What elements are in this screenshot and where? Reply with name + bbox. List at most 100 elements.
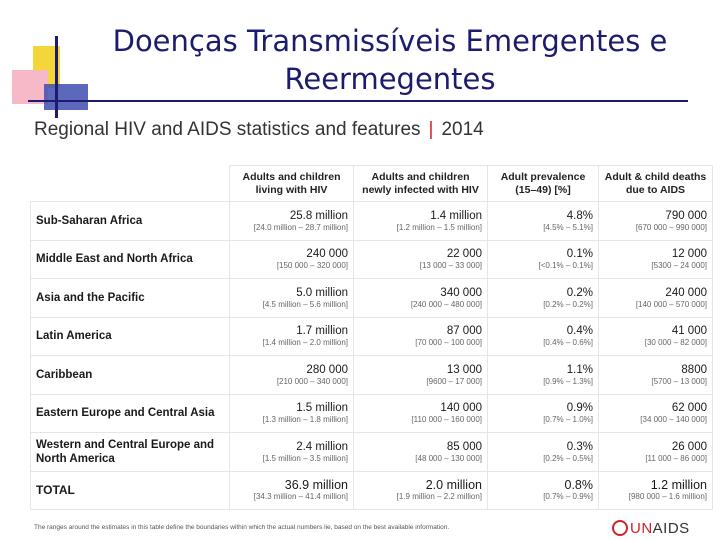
stat-cell: 25.8 million [24.0 million – 28.7 million…	[229, 201, 354, 241]
stat-cell: 13 000 [9600 – 17 000]	[353, 355, 488, 395]
stat-cell: 26 000 [11 000 – 86 000]	[598, 432, 713, 472]
stat-value: 2.0 million	[425, 478, 482, 493]
stat-cell: 2.0 million [1.9 million – 2.2 million]	[353, 470, 488, 510]
header-region-blank	[31, 166, 230, 202]
stat-range: [0.4% – 0.6%]	[543, 338, 593, 348]
table-row: Latin America 1.7 million [1.4 million – 2…	[30, 316, 713, 356]
decorative-blue-square	[44, 84, 88, 110]
stat-value: 280 000	[306, 363, 348, 376]
stat-cell: 1.2 million [980 000 – 1.6 million]	[598, 470, 713, 510]
stat-range: [34.3 million – 41.4 million]	[253, 492, 348, 502]
stat-range: [13 000 – 33 000]	[419, 261, 482, 271]
stat-cell: 140 000 [110 000 – 160 000]	[353, 393, 488, 433]
stat-cell: 0.3% [0.2% – 0.5%]	[487, 432, 599, 472]
decorative-pink-square	[12, 70, 48, 104]
stat-value: 240 000	[665, 286, 707, 299]
unaids-ribbon-icon	[612, 520, 628, 536]
stat-value: 1.2 million	[650, 478, 707, 493]
table-row: Caribbean 280 000 [210 000 – 340 000] 13 00…	[30, 355, 713, 395]
stat-value: 41 000	[671, 325, 707, 338]
column-header: Adults and children newly infected with …	[353, 165, 488, 202]
stat-cell: 1.4 million [1.2 million – 1.5 million]	[353, 201, 488, 241]
stat-value: 0.9%	[566, 402, 593, 415]
table-heading-year: 2014	[441, 119, 484, 140]
stat-range: [0.7% – 0.9%]	[543, 492, 593, 502]
stat-value: 240 000	[306, 248, 348, 261]
region-name: Sub-Saharan Africa	[30, 201, 230, 241]
stat-value: 0.3%	[566, 440, 593, 453]
stat-cell: 1.1% [0.9% – 1.3%]	[487, 355, 599, 395]
column-header: Adults and children living with HIV	[229, 165, 354, 202]
stat-range: [210 000 – 340 000]	[276, 376, 348, 386]
logo-text: UNAIDS	[630, 520, 690, 537]
stat-range: [9600 – 17 000]	[426, 376, 482, 386]
stat-cell: 5.0 million [4.5 million – 5.6 million]	[229, 278, 354, 318]
slide-title: Doenças Transmissíveis Emergentes e Reer…	[60, 22, 720, 98]
logo-text-prefix: UN	[630, 519, 653, 537]
stat-range: [1.4 million – 2.0 million]	[262, 338, 348, 348]
stat-range: [11 000 – 86 000]	[645, 453, 707, 463]
stat-cell: 790 000 [670 000 – 990 000]	[598, 201, 713, 241]
table-heading: Regional HIV and AIDS statistics and fea…	[34, 119, 694, 141]
stat-value: 4.8%	[566, 209, 593, 222]
stat-range: [5700 – 13 000]	[651, 376, 707, 386]
stat-value: 22 000	[446, 248, 482, 261]
stat-value: 340 000	[440, 286, 482, 299]
stat-value: 1.1%	[566, 363, 593, 376]
slide-title-line-1: Doenças Transmissíveis Emergentes e	[112, 24, 668, 58]
stat-cell: 4.8% [4.5% – 5.1%]	[487, 201, 599, 241]
stat-value: 0.8%	[564, 478, 594, 493]
region-name: Middle East and North Africa	[30, 239, 230, 279]
table-row: Asia and the Pacific 5.0 million [4.5 mill…	[30, 278, 713, 318]
stat-range: [30 000 – 82 000]	[644, 338, 707, 348]
region-name: Asia and the Pacific	[30, 278, 230, 318]
stat-cell: 12 000 [5300 – 24 000]	[598, 239, 713, 279]
stat-value: 26 000	[671, 440, 707, 453]
table-row: Eastern Europe and Central Asia 1.5 milli…	[30, 393, 713, 433]
stat-value: 8800	[681, 363, 707, 376]
stat-range: [1.2 million – 1.5 million]	[396, 222, 482, 232]
stat-cell: 36.9 million [34.3 million – 41.4 million…	[229, 470, 354, 510]
stat-range: [5300 – 24 000]	[651, 261, 707, 271]
stat-range: [4.5% – 5.1%]	[543, 222, 593, 232]
table-heading-text: Regional HIV and AIDS statistics and fea…	[34, 119, 421, 140]
stat-cell: 0.9% [0.7% – 1.0%]	[487, 393, 599, 433]
stat-range: [150 000 – 320 000]	[276, 261, 348, 271]
stat-value: 12 000	[671, 248, 707, 261]
table-heading-separator: |	[428, 119, 434, 140]
stat-range: [0.2% – 0.5%]	[543, 453, 593, 463]
stat-cell: 240 000 [150 000 – 320 000]	[229, 239, 354, 279]
stat-range: [240 000 – 480 000]	[410, 299, 482, 309]
stat-cell: 1.5 million [1.3 million – 1.8 million]	[229, 393, 354, 433]
stat-value: 36.9 million	[284, 478, 348, 493]
table-total-row: TOTAL 36.9 million [34.3 million – 41.4 mi…	[30, 470, 713, 510]
table-row: Middle East and North Africa 240 000 [150 …	[30, 239, 713, 279]
stat-cell: 0.1% [<0.1% – 0.1%]	[487, 239, 599, 279]
stat-cell: 0.8% [0.7% – 0.9%]	[487, 470, 599, 510]
region-name: Western and Central Europe and North Ame…	[30, 432, 230, 472]
stat-cell: 0.2% [0.2% – 0.2%]	[487, 278, 599, 318]
stat-value: 87 000	[446, 325, 482, 338]
logo-text-suffix: AIDS	[652, 519, 690, 537]
stat-cell: 62 000 [34 000 – 140 000]	[598, 393, 713, 433]
stat-cell: 85 000 [48 000 – 130 000]	[353, 432, 488, 472]
stat-range: [0.2% – 0.2%]	[543, 299, 593, 309]
stat-range: [1.9 million – 2.2 million]	[396, 492, 482, 502]
stat-range: [24.0 million – 28.7 million]	[253, 222, 348, 232]
column-header: Adult & child deaths due to AIDS	[598, 165, 713, 202]
stat-range: [980 000 – 1.6 million]	[628, 492, 707, 502]
stat-range: [670 000 – 990 000]	[635, 222, 707, 232]
stat-value: 790 000	[665, 209, 707, 222]
stat-cell: 1.7 million [1.4 million – 2.0 million]	[229, 316, 354, 356]
stat-range: [0.7% – 1.0%]	[543, 415, 593, 425]
region-name: Latin America	[30, 316, 230, 356]
hiv-statistics-table: Adults and children living with HIV Adul…	[30, 165, 713, 510]
table-footnote: The ranges around the estimates in this …	[34, 524, 450, 531]
stat-cell: 41 000 [30 000 – 82 000]	[598, 316, 713, 356]
stat-cell: 87 000 [70 000 – 100 000]	[353, 316, 488, 356]
decorative-horizontal-line	[28, 100, 688, 102]
stat-range: [0.9% – 1.3%]	[543, 376, 593, 386]
stat-value: 0.1%	[566, 248, 593, 261]
stat-range: [4.5 million – 5.6 million]	[262, 299, 348, 309]
region-name: TOTAL	[30, 470, 230, 510]
